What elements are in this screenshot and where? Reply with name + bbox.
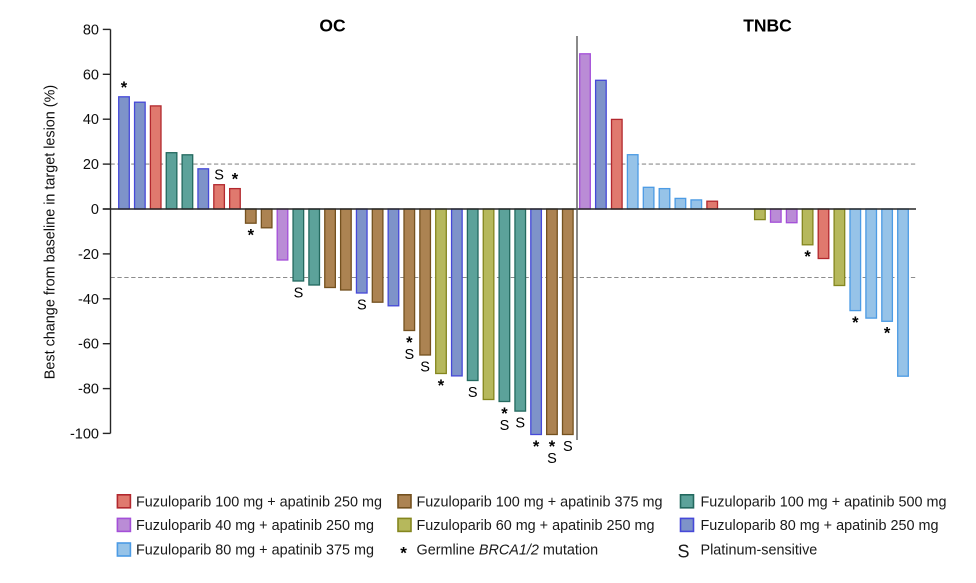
svg-text:*: * [501, 405, 508, 423]
svg-text:S: S [357, 298, 367, 314]
svg-text:-100: -100 [70, 426, 99, 442]
svg-text:20: 20 [83, 157, 99, 173]
svg-text:Platinum-sensitive: Platinum-sensitive [701, 543, 818, 559]
svg-text:Fuzuloparib 100 mg + apatinib: Fuzuloparib 100 mg + apatinib 500 mg [701, 494, 947, 510]
svg-text:S: S [500, 418, 510, 434]
svg-text:*: * [248, 227, 255, 245]
svg-text:*: * [121, 79, 128, 97]
svg-text:S: S [420, 360, 430, 376]
svg-text:*: * [533, 438, 540, 456]
svg-text:*: * [400, 544, 407, 563]
svg-text:40: 40 [83, 112, 99, 128]
svg-text:Fuzuloparib 80 mg + apatinib 3: Fuzuloparib 80 mg + apatinib 375 mg [136, 543, 374, 559]
svg-text:TNBC: TNBC [743, 16, 792, 36]
svg-text:S: S [563, 439, 573, 455]
svg-text:*: * [232, 171, 239, 189]
svg-text:Fuzuloparib 80 mg + apatinib 2: Fuzuloparib 80 mg + apatinib 250 mg [701, 518, 939, 534]
svg-text:S: S [404, 347, 414, 363]
svg-text:0: 0 [91, 202, 99, 218]
svg-text:*: * [852, 314, 859, 332]
svg-text:-20: -20 [78, 247, 99, 263]
svg-text:Fuzuloparib 40 mg + apatinib 2: Fuzuloparib 40 mg + apatinib 250 mg [136, 518, 374, 534]
svg-text:80: 80 [83, 22, 99, 38]
svg-text:OC: OC [319, 16, 346, 36]
svg-text:Fuzuloparib 100 mg + apatinib: Fuzuloparib 100 mg + apatinib 375 mg [417, 494, 663, 510]
svg-text:S: S [214, 167, 224, 183]
svg-text:*: * [438, 377, 445, 395]
svg-text:S: S [515, 416, 525, 432]
svg-text:S: S [677, 542, 689, 562]
svg-text:*: * [804, 248, 811, 266]
svg-text:-60: -60 [78, 337, 99, 353]
svg-text:-80: -80 [78, 382, 99, 398]
svg-text:Germline BRCA1/2 mutation: Germline BRCA1/2 mutation [417, 543, 599, 559]
svg-text:Fuzuloparib 60 mg + apatinib 2: Fuzuloparib 60 mg + apatinib 250 mg [417, 518, 655, 534]
svg-text:Fuzuloparib 100 mg + apatinib: Fuzuloparib 100 mg + apatinib 250 mg [136, 494, 382, 510]
svg-text:S: S [294, 286, 304, 302]
svg-text:S: S [547, 451, 557, 467]
svg-text:Best change from baseline in t: Best change from baseline in target lesi… [43, 85, 59, 379]
svg-text:*: * [549, 438, 556, 456]
svg-text:-40: -40 [78, 292, 99, 308]
svg-text:S: S [468, 385, 478, 401]
svg-text:*: * [884, 325, 891, 343]
svg-text:60: 60 [83, 67, 99, 83]
svg-text:*: * [406, 334, 413, 352]
